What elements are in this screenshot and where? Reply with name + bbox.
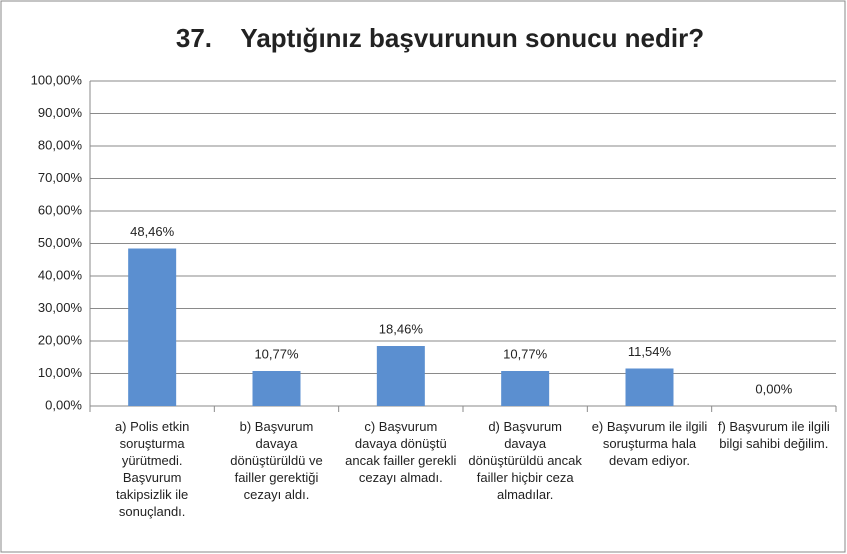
- value-label: 0,00%: [755, 381, 792, 396]
- x-tick-label: b) Başvurum davaya dönüştürüldü ve faill…: [230, 419, 323, 502]
- value-label: 10,77%: [254, 346, 299, 361]
- y-tick-label: 100,00%: [31, 72, 83, 87]
- bar: [625, 368, 674, 406]
- y-tick-label: 80,00%: [38, 137, 83, 152]
- value-label: 10,77%: [503, 346, 548, 361]
- y-tick-label: 20,00%: [38, 332, 83, 347]
- bar: [252, 370, 301, 406]
- x-tick-label: c) Başvurum davaya dönüştü ancak failler…: [345, 419, 457, 485]
- y-tick-label: 30,00%: [38, 300, 83, 315]
- y-tick-label: 60,00%: [38, 202, 83, 217]
- value-label: 48,46%: [130, 224, 175, 239]
- x-tick-label: d) Başvurum davaya dönüştürüldü ancak fa…: [468, 419, 582, 502]
- chart-title: 37. Yaptığınız başvurunun sonucu nedir?: [176, 23, 704, 53]
- x-tick-label: e) Başvurum ile ilgili soruşturma hala d…: [591, 419, 708, 468]
- x-tick-label: a) Polis etkin soruşturma yürütmedi. Baş…: [114, 419, 190, 519]
- y-tick-label: 90,00%: [38, 105, 83, 120]
- bar: [128, 248, 177, 406]
- x-tick-label: f) Başvurum ile ilgili bilgi sahibi deği…: [717, 419, 830, 451]
- bar: [376, 346, 425, 406]
- y-tick-label: 0,00%: [45, 397, 82, 412]
- y-tick-label: 40,00%: [38, 267, 83, 282]
- value-label: 18,46%: [379, 321, 424, 336]
- value-label: 11,54%: [628, 344, 672, 359]
- y-tick-label: 10,00%: [38, 365, 83, 380]
- y-tick-label: 50,00%: [38, 235, 83, 250]
- bar: [501, 370, 550, 406]
- y-tick-label: 70,00%: [38, 170, 83, 185]
